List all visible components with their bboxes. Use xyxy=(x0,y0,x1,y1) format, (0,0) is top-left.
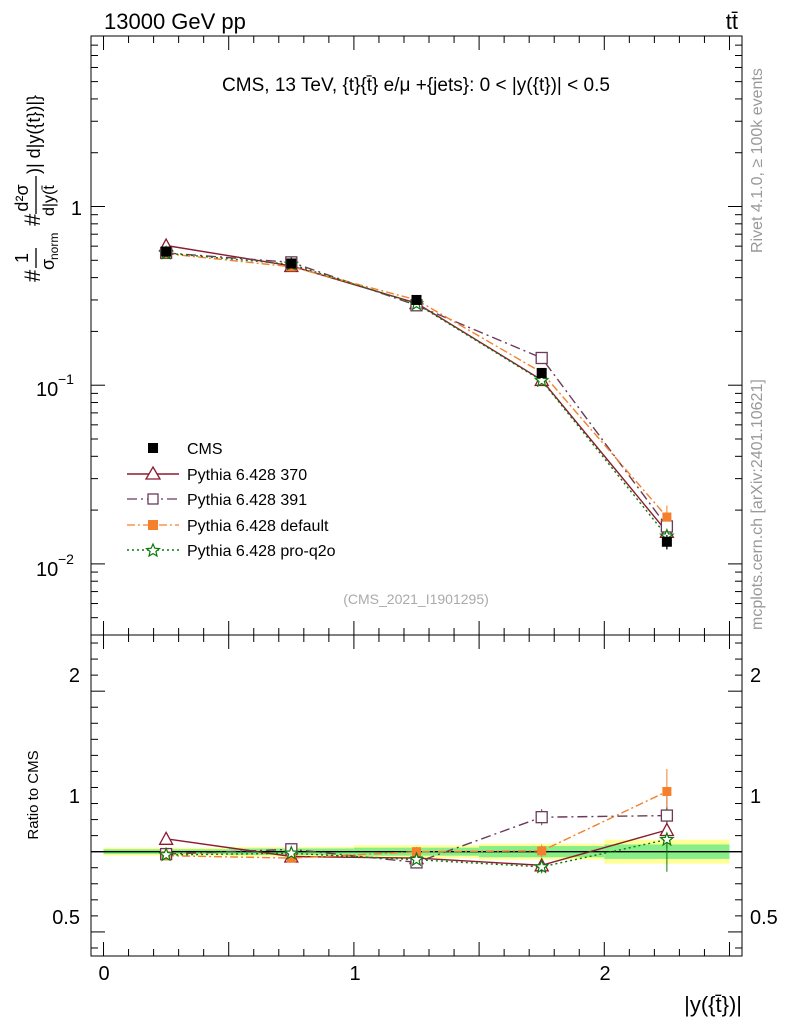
ytick-label-0.1: 10 −1 xyxy=(36,371,74,401)
ytick-label-0.01: 10 −2 xyxy=(36,551,74,581)
legend-marker-pro-q2o xyxy=(145,542,161,558)
ratio-y-label: Ratio to CMS xyxy=(25,750,42,839)
main-series-line xyxy=(165,244,668,533)
y-axis-label: # 1 σ norm # d²σ d|y(t̄ )| d|y({t})|} xyxy=(12,95,61,282)
ylabel-one: 1 xyxy=(12,253,32,263)
main-title: CMS, 13 TeV, {t}{t̄} e/μ +{jets}: 0 < |y… xyxy=(222,75,610,96)
ratio-series-line xyxy=(166,790,668,859)
ytick-label-1: 1 xyxy=(71,198,82,220)
main-series-point xyxy=(533,372,550,388)
ratio-series-point xyxy=(158,846,174,862)
ylabel-sigma: σ xyxy=(38,259,58,270)
data-point xyxy=(536,368,547,379)
ylabel-tail: )| d|y({t})|} xyxy=(24,95,44,174)
chart-marks xyxy=(91,35,742,956)
ratio-series-point xyxy=(535,811,548,824)
xtick-label-2: 2 xyxy=(599,963,610,985)
ratio-ytick-right-2: 2 xyxy=(750,665,761,687)
ratio-series-point xyxy=(283,845,300,860)
ytick-0.1-exp: −1 xyxy=(58,371,74,387)
xtick-label-1: 1 xyxy=(349,963,360,985)
main-series-line xyxy=(166,252,668,527)
legend-label-default: Pythia 6.428 default xyxy=(187,518,329,535)
ratio-series-point xyxy=(662,786,672,796)
legend-label-370: Pythia 6.428 370 xyxy=(187,467,307,484)
ratio-series-point xyxy=(537,846,547,856)
ratio-ytick-right-1: 1 xyxy=(750,786,761,808)
legend-marker-370 xyxy=(144,465,162,480)
ratio-series-point xyxy=(660,809,674,822)
ratio-ytick-right-0.5: 0.5 xyxy=(750,907,778,929)
legend-marker-391 xyxy=(147,493,159,505)
data-point xyxy=(161,246,172,257)
ytick-0.01-exp: −2 xyxy=(58,551,74,567)
mcplots-label: mcplots.cern.ch [arXiv:2401.10621] xyxy=(749,379,766,630)
legend: CMS Pythia 6.428 370 Pythia 6.428 391 Py… xyxy=(127,441,336,560)
ytick-0.01-base: 10 xyxy=(36,559,58,581)
ratio-ytick-left-0.5: 0.5 xyxy=(52,907,80,929)
main-series-line xyxy=(166,252,668,537)
ylabel-hash1: # xyxy=(20,269,45,282)
ratio-series-point xyxy=(533,858,550,874)
main-series-point xyxy=(662,512,672,522)
rivet-label: Rivet 4.1.0, ≥ 100k events xyxy=(749,68,766,253)
ratio-series-point xyxy=(659,831,675,847)
x-axis-label: |y({t̄})| xyxy=(684,992,742,1017)
ylabel-norm: norm xyxy=(47,233,61,260)
ylabel-denom: d|y(t̄ xyxy=(41,185,58,216)
header-right-label: tt̄ xyxy=(726,9,738,34)
legend-label-cms: CMS xyxy=(187,441,223,458)
data-point xyxy=(286,258,297,269)
analysis-label: (CMS_2021_I1901295) xyxy=(343,591,489,607)
data-point xyxy=(411,294,422,305)
ratio-series-point xyxy=(158,830,174,845)
ratio-panel-frame xyxy=(90,634,743,957)
ratio-ytick-left-1: 1 xyxy=(69,786,80,808)
ratio-series-point xyxy=(286,853,296,863)
ytick-0.1-base: 10 xyxy=(36,379,58,401)
data-point xyxy=(661,536,672,547)
header-left-label: 13000 GeV pp xyxy=(104,9,246,34)
main-series-line xyxy=(166,252,668,518)
ratio-series-line xyxy=(166,814,667,864)
legend-label-pro-q2o: Pythia 6.428 pro-q2o xyxy=(187,543,336,560)
legend-marker-default xyxy=(148,520,158,530)
main-series-point xyxy=(535,351,548,365)
ratio-ytick-left-2: 2 xyxy=(69,665,80,687)
xtick-label-0: 0 xyxy=(98,963,109,985)
legend-marker-cms xyxy=(148,443,158,453)
ylabel-hash2: # xyxy=(20,213,45,226)
legend-label-391: Pythia 6.428 391 xyxy=(187,492,307,509)
ylabel-numer: d²σ xyxy=(12,184,32,211)
ratio-series-point xyxy=(408,851,425,867)
